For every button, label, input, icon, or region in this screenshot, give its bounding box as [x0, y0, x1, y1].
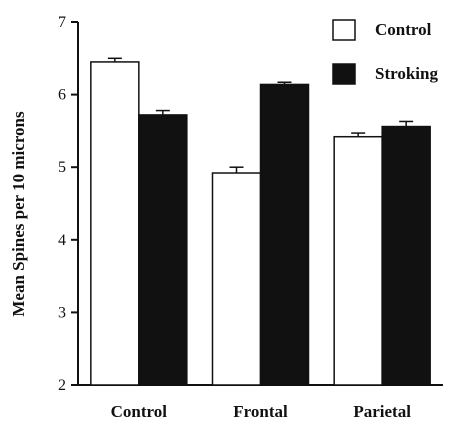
y-tick-label: 3 — [58, 304, 66, 321]
bars — [90, 61, 431, 386]
y-tick-label: 4 — [58, 232, 66, 249]
y-tick-label: 2 — [58, 377, 66, 394]
category-labels: Control Frontal Parietal — [111, 402, 412, 421]
y-tick-label: 6 — [58, 87, 66, 104]
y-tick-label: 7 — [58, 14, 66, 31]
bar-stroking-control — [138, 114, 188, 386]
x-category-label: Control — [111, 402, 168, 421]
x-category-label: Parietal — [353, 402, 411, 421]
bar-control-control — [90, 61, 140, 386]
bar-control-parietal — [333, 135, 383, 386]
bar-stroking-parietal — [381, 125, 431, 386]
y-axis-title: Mean Spines per 10 microns — [9, 111, 28, 317]
legend-swatch — [332, 63, 356, 85]
y-tick-label: 5 — [58, 159, 66, 176]
legend: Control Stroking — [332, 19, 438, 85]
legend-label: Control — [375, 20, 432, 39]
legend-label: Stroking — [375, 64, 438, 83]
x-category-label: Frontal — [233, 402, 288, 421]
bar-stroking-frontal — [259, 83, 310, 386]
y-axis: 2 3 4 5 6 7 — [58, 14, 79, 394]
bar-control-frontal — [211, 172, 262, 386]
legend-swatch — [332, 19, 356, 41]
error-bars — [107, 57, 414, 174]
